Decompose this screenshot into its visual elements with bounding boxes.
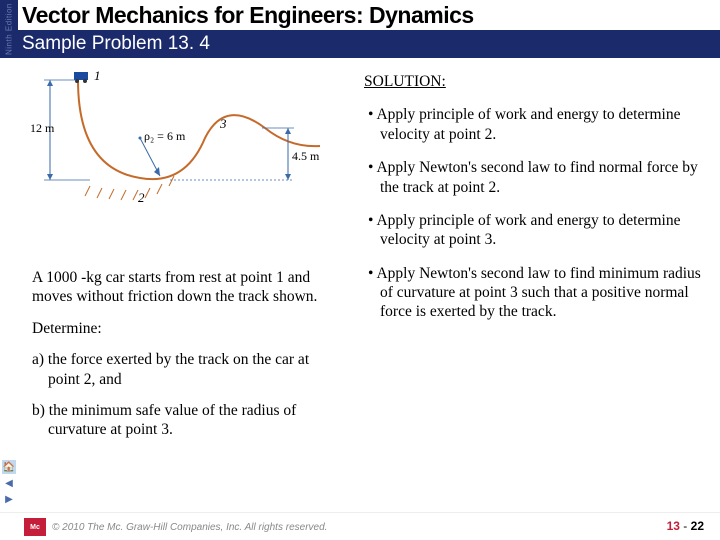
step-1: Apply principle of work and energy to de…	[364, 105, 706, 144]
prev-icon[interactable]: ◀	[2, 476, 16, 490]
solution-steps: Apply principle of work and energy to de…	[364, 105, 706, 321]
slide-content: 1 2 3 12 m ρ₂ = 6 m 4.5 m A 1000 -kg car…	[18, 58, 720, 512]
step-2: Apply Newton's second law to find normal…	[364, 158, 706, 197]
home-icon[interactable]: 🏠	[2, 460, 16, 474]
book-title: Vector Mechanics for Engineers: Dynamics	[22, 2, 474, 29]
label-h: 12 m	[30, 121, 55, 135]
step-4: Apply Newton's second law to find minimu…	[364, 264, 706, 322]
problem-statement: A 1000 -kg car starts from rest at point…	[32, 268, 332, 452]
label-1: 1	[94, 68, 101, 83]
problem-number: Sample Problem 13. 4	[22, 33, 210, 55]
publisher-logo: Mc	[24, 518, 46, 536]
copyright: © 2010 The Mc. Graw-Hill Companies, Inc.…	[52, 522, 327, 533]
title-bar: Vector Mechanics for Engineers: Dynamics	[18, 0, 720, 30]
problem-intro: A 1000 -kg car starts from rest at point…	[32, 268, 332, 307]
footer: Mc © 2010 The Mc. Graw-Hill Companies, I…	[0, 512, 720, 540]
label-3: 3	[219, 116, 227, 131]
chapter-num: 13	[667, 519, 680, 533]
nav-icons: 🏠 ◀ ▶	[2, 460, 18, 508]
next-icon[interactable]: ▶	[2, 492, 16, 506]
track-diagram: 1 2 3 12 m ρ₂ = 6 m 4.5 m	[30, 68, 330, 208]
part-b: b) the minimum safe value of the radius …	[32, 401, 332, 440]
solution-heading: SOLUTION:	[364, 72, 706, 91]
page-sep: -	[683, 519, 690, 533]
step-3: Apply principle of work and energy to de…	[364, 211, 706, 250]
page-number: 13 - 22	[667, 519, 704, 533]
label-d: 4.5 m	[292, 149, 320, 163]
part-a: a) the force exerted by the track on the…	[32, 350, 332, 389]
solution-block: SOLUTION: Apply principle of work and en…	[364, 72, 706, 336]
edition-tab: Ninth Edition	[0, 0, 18, 58]
subtitle-bar: Sample Problem 13. 4	[18, 30, 720, 58]
label-rho: ρ₂ = 6 m	[144, 129, 186, 143]
determine-label: Determine:	[32, 319, 332, 338]
page-num: 22	[691, 519, 704, 533]
label-2: 2	[138, 190, 145, 205]
